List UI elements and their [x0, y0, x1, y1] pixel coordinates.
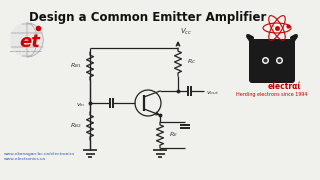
Text: $R_E$: $R_E$ — [169, 130, 178, 140]
Text: Herding electrons since 1994: Herding electrons since 1994 — [236, 92, 308, 97]
Text: $R_C$: $R_C$ — [187, 58, 196, 66]
Circle shape — [10, 23, 44, 57]
Text: electrαί: electrαί — [267, 82, 301, 91]
FancyBboxPatch shape — [249, 39, 295, 83]
Text: $v_{in}$: $v_{in}$ — [76, 101, 85, 109]
Text: $R_{B2}$: $R_{B2}$ — [70, 122, 82, 130]
Text: $R_{B1}$: $R_{B1}$ — [70, 62, 82, 70]
Text: www.okanagan.bc.ca/electronics
www.electronics.ca: www.okanagan.bc.ca/electronics www.elect… — [4, 152, 75, 161]
Text: et: et — [20, 33, 40, 51]
Text: Design a Common Emitter Amplifier: Design a Common Emitter Amplifier — [29, 11, 267, 24]
Text: $v_{out}$: $v_{out}$ — [206, 89, 219, 97]
Text: $V_{cc}$: $V_{cc}$ — [180, 27, 192, 37]
Text: ENGINEERING TECHNOLOGY: ENGINEERING TECHNOLOGY — [10, 51, 42, 53]
